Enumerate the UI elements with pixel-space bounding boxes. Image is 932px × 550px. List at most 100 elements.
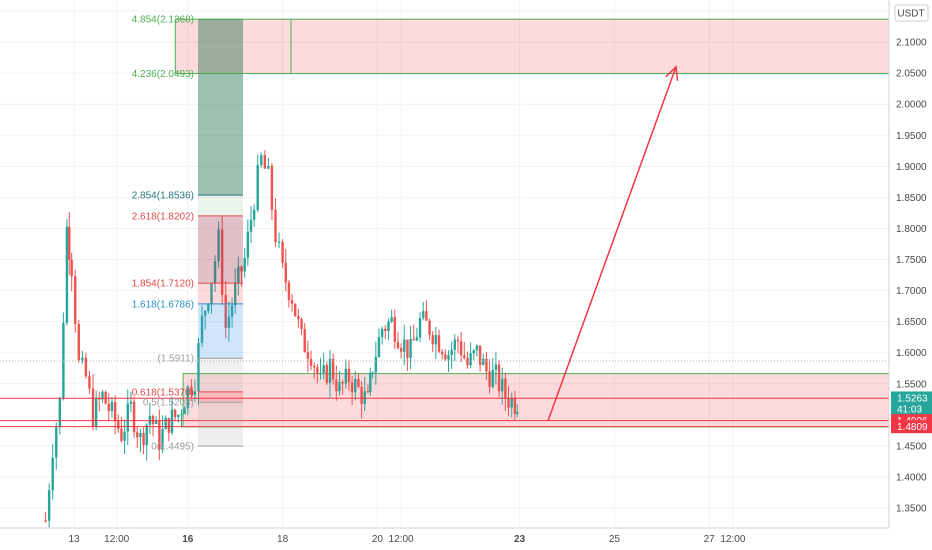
- fib-level-label: 2.854(1.8536): [132, 191, 194, 202]
- time-tick-label: 12:00: [104, 534, 129, 545]
- candle-body: [58, 397, 62, 427]
- candle-body: [390, 317, 393, 322]
- candle-body: [491, 369, 494, 387]
- candle-body: [371, 372, 374, 374]
- candle-body: [170, 409, 174, 433]
- candle-body: [374, 356, 378, 373]
- fib-band: [198, 391, 243, 403]
- candle-body: [347, 368, 351, 383]
- candle-body: [193, 391, 197, 395]
- time-tick-label: 13: [68, 534, 80, 545]
- price-tick-label: 2.0500: [896, 69, 927, 80]
- candle-body: [200, 315, 204, 343]
- price-badge-value: 1.5263: [897, 393, 928, 404]
- candle-body: [68, 226, 71, 260]
- candle-body: [425, 311, 428, 321]
- fib-level-label: (1.5911): [157, 354, 194, 365]
- price-tick-label: 2.1000: [896, 38, 927, 49]
- candle-body: [237, 266, 240, 283]
- candle-body: [47, 490, 51, 521]
- candle-body: [284, 262, 287, 283]
- candle-body: [136, 432, 139, 438]
- time-axis-labels: 13 12:00 16 18 20 12:00 23 25 27 12:00: [68, 534, 745, 545]
- drawing-zones: [174, 18, 890, 428]
- candle-body: [197, 342, 200, 392]
- fib-levels: 4.854(2.1368) 4.236(2.0493) 2.854(1.8536) 2…: [132, 15, 243, 453]
- currency-badge[interactable]: [894, 4, 929, 22]
- candle-body: [316, 367, 319, 374]
- candle-body: [274, 209, 277, 243]
- candle-body: [387, 321, 390, 332]
- candle-body: [113, 402, 117, 422]
- fib-band: [198, 195, 243, 216]
- candle-body: [437, 335, 441, 352]
- fib-band: [198, 358, 243, 392]
- support-zone: [182, 373, 890, 428]
- price-axis-labels: 2.15002.10002.05002.00001.95001.90001.85…: [896, 7, 927, 515]
- candle-body: [224, 294, 227, 328]
- candle-body: [516, 411, 519, 414]
- price-axis[interactable]: [889, 0, 932, 550]
- price-tick-label: 1.3500: [896, 504, 927, 515]
- candle-body: [306, 352, 310, 359]
- candle-body: [497, 364, 501, 392]
- projection-arrow-shaft: [547, 66, 677, 421]
- fib-level-label: 1.854(1.7120): [132, 279, 194, 290]
- candle-body: [230, 305, 234, 317]
- candle-body: [249, 219, 253, 232]
- candle-body: [297, 316, 300, 320]
- candle-body: [180, 414, 183, 416]
- candle-body: [252, 209, 256, 220]
- candle-body: [145, 424, 148, 446]
- candle-body: [466, 357, 469, 366]
- candle-body: [227, 316, 231, 328]
- price-tick-label: 1.6000: [896, 348, 927, 359]
- price-tick-label: 1.6500: [896, 317, 927, 328]
- candle-body: [459, 341, 463, 356]
- price-tick-label: 1.7000: [896, 286, 927, 297]
- candle-body: [161, 428, 164, 450]
- candle-body: [217, 229, 220, 262]
- candle-body: [472, 350, 475, 354]
- candle-body: [331, 358, 335, 380]
- candle-body: [246, 231, 250, 258]
- candle-body: [81, 357, 84, 361]
- candle-body: [110, 402, 114, 412]
- price-badge-countdown: 41:03: [897, 404, 922, 415]
- candle-body: [62, 322, 65, 398]
- time-tick-label: 12:00: [389, 534, 414, 545]
- candle-body: [183, 408, 186, 415]
- candle-body: [210, 283, 213, 305]
- candle-body: [126, 403, 129, 432]
- candle-body: [494, 364, 498, 370]
- candle-body: [341, 381, 344, 384]
- price-tick-label: 1.7500: [896, 255, 927, 266]
- candle-body: [77, 324, 80, 361]
- candle-body: [55, 426, 58, 458]
- candle-body: [384, 328, 387, 332]
- candle-body: [319, 372, 322, 374]
- fib-band: [198, 303, 243, 359]
- projection-arrow-head: [665, 65, 679, 81]
- candle-body: [267, 165, 270, 169]
- candle-body: [203, 311, 207, 316]
- candle-series: [44, 150, 519, 529]
- time-tick-label: 20: [372, 534, 384, 545]
- candle-body: [164, 417, 167, 429]
- candle-body: [396, 341, 400, 348]
- fib-level-label: 2.618(1.8202): [132, 211, 194, 222]
- candle-body: [186, 386, 189, 409]
- candle-body: [399, 347, 403, 352]
- candle-body: [488, 371, 491, 387]
- candle-body: [406, 339, 409, 358]
- candle-body: [325, 365, 329, 383]
- candle-body: [294, 303, 297, 317]
- candle-body: [65, 226, 69, 323]
- candle-body: [107, 403, 110, 412]
- candle-body: [328, 358, 332, 383]
- candle-body: [510, 397, 513, 408]
- fib-level-label: 0.618(1.5370): [132, 387, 194, 398]
- candle-body: [450, 349, 453, 356]
- candle-body: [167, 417, 171, 433]
